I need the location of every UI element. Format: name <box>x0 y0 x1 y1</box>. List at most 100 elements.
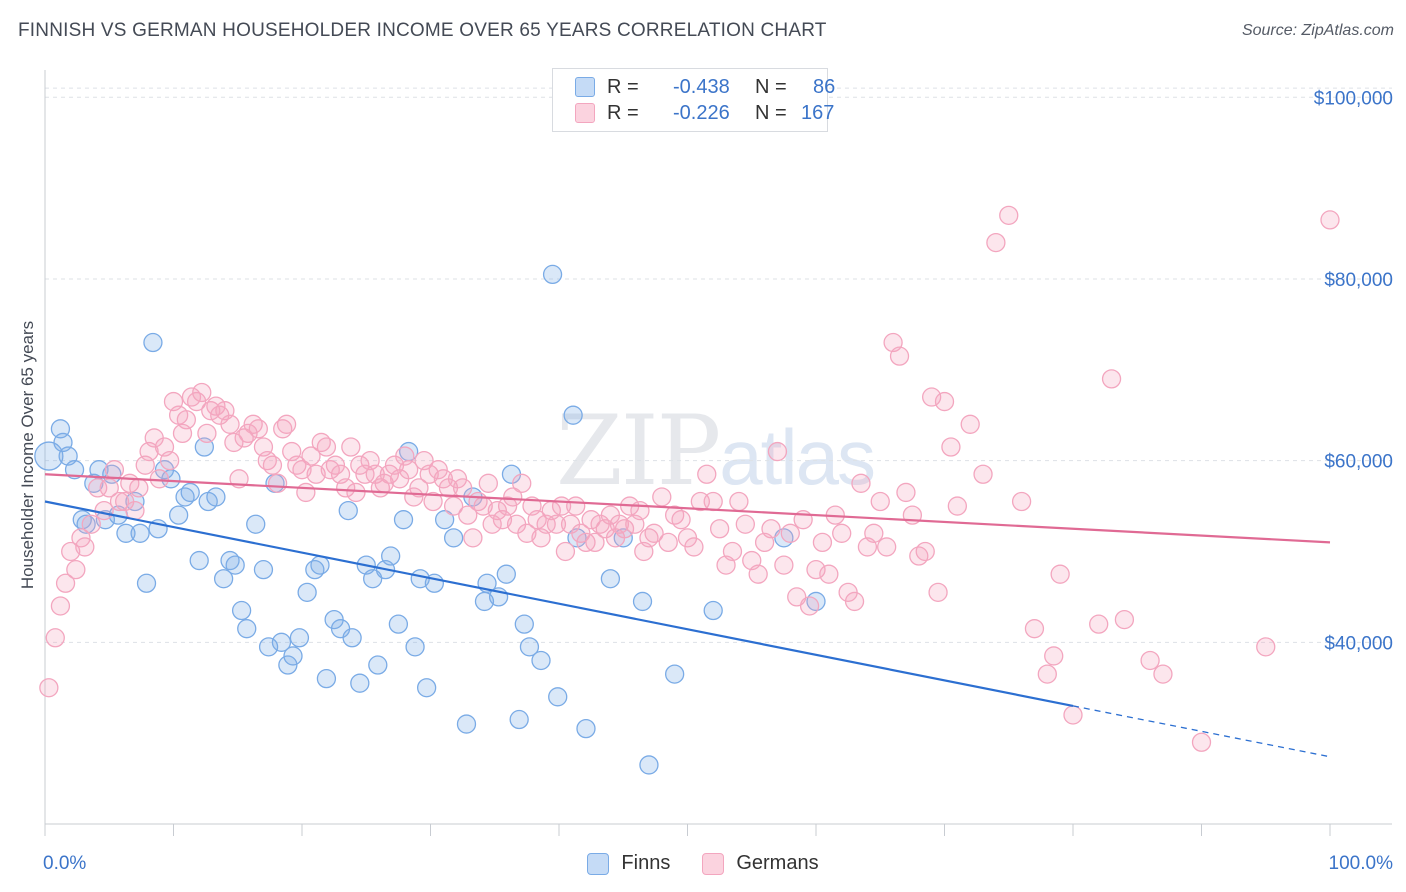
german-point <box>1320 210 1340 230</box>
german-point <box>404 487 424 507</box>
finn-point <box>542 264 563 285</box>
legend-n-value: 167 <box>801 101 835 124</box>
german-point <box>503 487 523 507</box>
german-point <box>812 532 833 553</box>
legend-n-value: 86 <box>813 75 836 98</box>
finn-point <box>116 523 136 543</box>
tick-labels: $40,000 $60,000 $80,000 $100,000 0.0% 100.0% <box>43 88 1393 874</box>
finn-point <box>213 569 234 589</box>
finn-point <box>64 460 85 480</box>
german-point <box>428 460 448 480</box>
german-point <box>50 596 71 616</box>
german-point <box>224 432 244 453</box>
german-point <box>81 514 101 534</box>
german-point <box>336 478 356 498</box>
german-point <box>870 491 890 512</box>
german-point <box>39 678 59 698</box>
finn-point <box>246 514 266 534</box>
german-point <box>652 487 672 507</box>
german-point <box>186 391 207 412</box>
legend-item-germans[interactable]: Germans <box>702 852 819 875</box>
german-point <box>1044 646 1064 666</box>
finns-points <box>34 264 826 775</box>
axes <box>44 70 1392 836</box>
finn-point <box>342 628 362 648</box>
german-point <box>748 564 768 584</box>
german-point <box>671 510 691 530</box>
watermark-sub: atlas <box>719 413 876 501</box>
german-point <box>447 469 468 489</box>
german-point <box>722 541 743 562</box>
german-point <box>844 591 865 612</box>
legend-item-finns[interactable]: Finns <box>587 852 670 875</box>
german-point <box>346 482 366 503</box>
german-point <box>697 464 717 484</box>
finn-point <box>289 628 310 648</box>
finn-point <box>393 510 414 530</box>
finn-point <box>496 564 516 584</box>
german-point <box>571 523 591 543</box>
german-point <box>1191 732 1212 752</box>
finns-legend-icon <box>587 852 610 875</box>
german-point <box>1050 564 1070 584</box>
finn-point <box>143 332 163 353</box>
series-legend: Finns Germans <box>0 852 1406 875</box>
finns-trend-line <box>44 500 1074 707</box>
trend-lines <box>44 473 1331 758</box>
german-point <box>581 510 601 530</box>
german-point <box>220 414 240 434</box>
german-point <box>819 564 839 584</box>
german-point <box>799 596 820 616</box>
finn-point <box>278 655 298 675</box>
finn-point <box>368 655 388 675</box>
finn-point <box>283 646 303 666</box>
finn-point <box>509 709 529 730</box>
germans-swatch-icon <box>575 103 595 123</box>
legend-row-germans: R = -0.226 N = 167 <box>575 101 834 125</box>
y-tick-label: $80,000 <box>1324 270 1393 291</box>
german-point <box>192 382 212 403</box>
german-point <box>986 232 1006 253</box>
x-tick-label: 0.0% <box>43 853 86 874</box>
german-point <box>941 437 961 457</box>
german-point <box>452 478 473 498</box>
legend-row-finns: R = -0.438 N = 86 <box>575 75 835 99</box>
legend-n-label: N = <box>755 101 787 124</box>
german-point <box>630 500 650 521</box>
german-point <box>325 455 346 475</box>
german-point <box>555 541 576 562</box>
german-point <box>709 519 730 539</box>
german-point <box>896 482 916 503</box>
german-point <box>1114 609 1135 630</box>
german-point <box>301 446 321 466</box>
german-point <box>109 491 130 512</box>
german-point <box>125 500 145 521</box>
german-point <box>1153 664 1173 684</box>
german-point <box>458 505 478 525</box>
german-point <box>703 491 723 512</box>
german-point <box>774 555 794 575</box>
german-point <box>934 391 955 412</box>
finn-point <box>416 678 437 698</box>
finn-point <box>434 510 455 530</box>
german-point <box>832 523 852 543</box>
german-point <box>864 523 884 543</box>
germans-trend-line <box>44 473 1331 544</box>
german-point <box>159 450 180 471</box>
german-point <box>262 455 283 475</box>
finn-point <box>168 505 189 525</box>
german-point <box>409 478 429 498</box>
legend-r-label: R = <box>607 75 639 98</box>
german-point <box>658 532 678 553</box>
german-point <box>75 537 95 557</box>
finn-point <box>405 637 425 657</box>
german-point <box>947 496 967 516</box>
german-point <box>433 469 454 489</box>
german-point <box>104 460 125 480</box>
finn-point <box>189 550 209 571</box>
german-point <box>877 537 897 557</box>
finn-point <box>271 632 292 652</box>
german-point <box>729 491 749 512</box>
x-tick-label: 100.0% <box>1329 853 1394 874</box>
german-point <box>267 473 288 493</box>
